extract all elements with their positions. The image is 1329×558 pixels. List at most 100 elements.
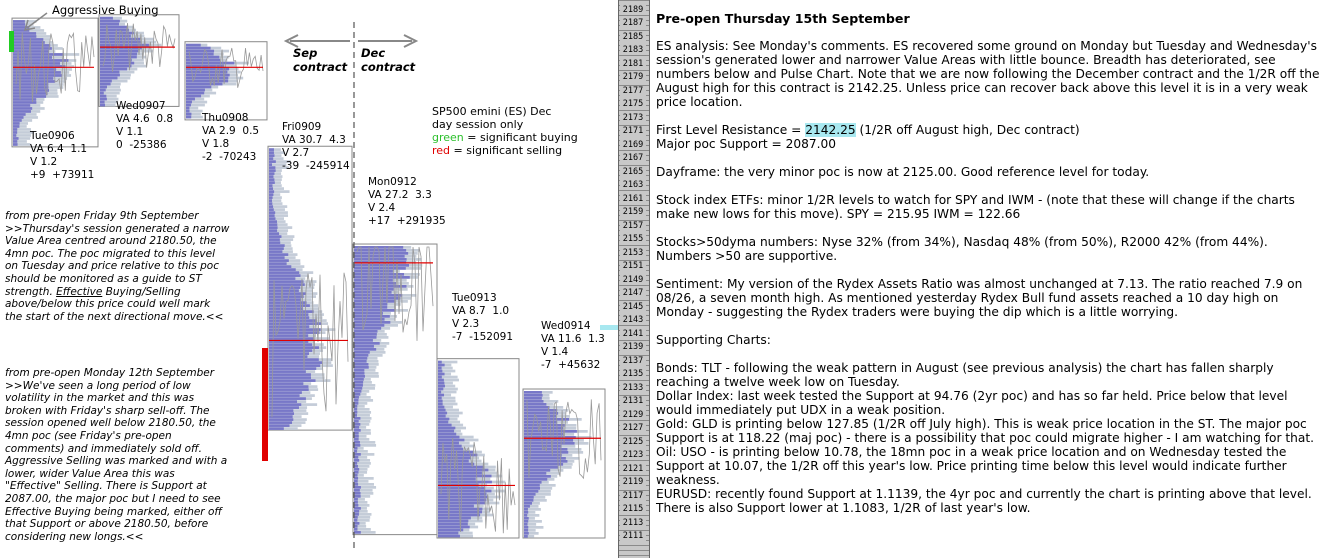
profile-row (354, 468, 360, 471)
price-tick: 2147 (620, 288, 646, 299)
profile-row (269, 196, 273, 199)
profile-halo-row (354, 450, 368, 453)
profile-halo-row (269, 154, 282, 157)
profile-row (438, 447, 464, 451)
profile-row (269, 292, 306, 295)
price-tick: 2155 (620, 234, 646, 245)
profile-halo-row (269, 166, 289, 169)
profile-row (524, 481, 542, 484)
profile-row (354, 474, 358, 477)
price-tick: 2183 (620, 45, 646, 56)
profile-row (269, 343, 313, 346)
note-friday-preopen: from pre-open Friday 9th September >>Thu… (5, 210, 230, 323)
profile-row (438, 369, 443, 373)
profile-row (269, 358, 319, 361)
profile-halo-row (354, 390, 370, 393)
profile-row (354, 438, 359, 441)
profile-row (269, 364, 321, 367)
profile-halo-row (354, 531, 376, 534)
price-tick: 2175 (620, 99, 646, 110)
session-va: VA 6.4 1.1 (30, 143, 88, 155)
profile-row (354, 279, 393, 282)
profile-row (13, 116, 24, 119)
profile-row (524, 526, 529, 529)
profile-halo-row (269, 235, 295, 238)
profile-row (438, 519, 469, 523)
profile-row (269, 409, 294, 412)
profile-row (269, 385, 309, 388)
profile-halo-row (100, 103, 116, 107)
profile-row (354, 417, 361, 420)
profile-row (354, 345, 374, 348)
profile-row (269, 250, 283, 253)
legend-buying: green = significant buying (432, 131, 578, 144)
profile-halo-row (354, 477, 374, 480)
profile-row (269, 268, 296, 271)
profile-row (186, 82, 223, 86)
profile-row (186, 76, 229, 80)
session-name: Fri0909 (282, 121, 322, 133)
profile-row (354, 444, 361, 447)
profile-halo-row (354, 504, 370, 507)
profile-wed0907 (98, 14, 180, 107)
profile-row (186, 43, 201, 47)
profile-row (269, 394, 300, 397)
profile-halo-row (438, 381, 453, 385)
profile-row (269, 349, 313, 352)
profile-row (354, 402, 359, 405)
profile-halo-row (100, 100, 119, 104)
profile-row (438, 393, 445, 397)
dollar-index: Dollar Index: last week tested the Suppo… (656, 389, 1288, 417)
profile-halo-row (354, 384, 376, 387)
profile-row (100, 40, 141, 44)
profile-halo-row (524, 535, 535, 538)
profile-row (269, 337, 314, 340)
profile-row (354, 462, 358, 465)
stocks-50dyma: Stocks>50dyma numbers: Nyse 32% (from 34… (656, 235, 1268, 263)
profile-halo-row (269, 217, 284, 220)
note-text: from pre-open Friday 9th September >>Thu… (5, 210, 230, 298)
price-tick: 2117 (620, 490, 646, 501)
session-v: V 1.1 (116, 126, 144, 138)
profile-row (524, 511, 529, 514)
session-name: Tue0913 (452, 292, 497, 304)
profile-halo-row (438, 399, 456, 403)
profile-halo-row (354, 516, 371, 519)
callout-label: Aggressive Buying (52, 3, 159, 17)
profile-halo-row (524, 493, 551, 496)
price-tick: 2123 (620, 450, 646, 461)
major-poc-support: Major poc Support = 2087.00 (656, 137, 837, 151)
profile-halo-row (269, 160, 291, 163)
price-tick: 2143 (620, 315, 646, 326)
profile-row (13, 101, 37, 104)
profile-halo-row (354, 528, 371, 531)
session-v: V 2.4 (368, 202, 396, 214)
price-tick: 2145 (620, 301, 646, 312)
profile-halo-row (524, 523, 537, 526)
profile-halo-row (100, 79, 128, 83)
profile-row (269, 286, 301, 289)
profile-row (354, 492, 361, 495)
session-va: VA 4.6 0.8 (116, 113, 174, 125)
profile-row (269, 277, 296, 280)
profile-row (100, 22, 119, 26)
profile-halo-row (438, 402, 458, 406)
price-tick: 2177 (620, 85, 646, 96)
session-name: Tue0906 (30, 130, 75, 142)
profile-row (354, 348, 377, 351)
profile-row (269, 271, 300, 274)
profile-row (438, 435, 460, 439)
profile-row (354, 294, 403, 297)
profile-row (186, 55, 220, 59)
price-tick: 2173 (620, 112, 646, 123)
profile-halo-row (269, 223, 288, 226)
sentiment: Sentiment: My version of the Rydex Asset… (656, 277, 1303, 319)
profile-row (354, 384, 363, 387)
session-v: V 1.4 (541, 346, 569, 358)
profile-halo-row (438, 414, 460, 418)
profile-row (269, 157, 274, 160)
profile-halo-row (13, 131, 33, 134)
profile-halo-row (354, 438, 370, 441)
significant-selling-marker (262, 348, 268, 461)
profile-row (354, 528, 358, 531)
